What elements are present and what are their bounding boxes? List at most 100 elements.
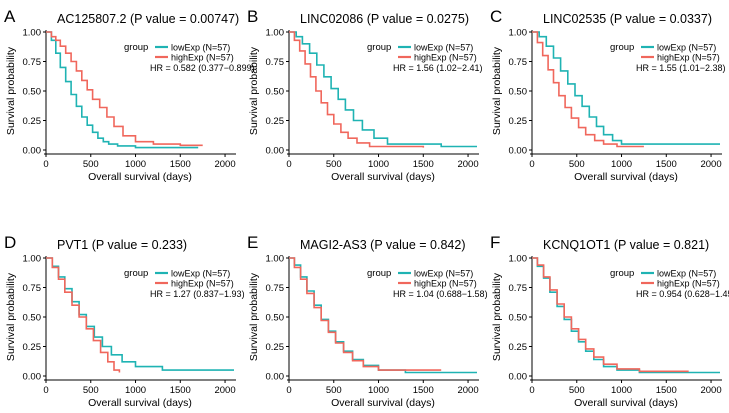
y-tick-label: 0.50 bbox=[266, 313, 285, 324]
y-tick-label: 0.00 bbox=[23, 372, 42, 383]
km-curve-highExp bbox=[46, 257, 121, 373]
panel-letter: D bbox=[4, 233, 16, 252]
gene-name: AC125807.2 bbox=[57, 12, 127, 26]
y-tick-label: 1.00 bbox=[23, 28, 42, 39]
legend-entry-highExp: highExp (N=57) bbox=[414, 279, 477, 289]
x-axis-label: Overall survival (days) bbox=[574, 171, 678, 183]
km-curve-highExp bbox=[289, 31, 425, 148]
y-tick-label: 0.25 bbox=[509, 342, 528, 353]
gene-name: PVT1 bbox=[57, 238, 88, 252]
km-curve-lowExp bbox=[532, 257, 720, 374]
y-axis-label: Survival probability bbox=[491, 272, 503, 361]
hazard-ratio: HR = 1.55 (1.01−2.38) bbox=[636, 63, 726, 73]
legend-entry-highExp: highExp (N=57) bbox=[657, 53, 720, 63]
legend-title: group bbox=[367, 42, 391, 53]
x-tick-label: 1000 bbox=[368, 385, 389, 396]
x-tick-label: 2000 bbox=[214, 159, 235, 170]
km-panel-b: B LINC02086 (P value = 0.0275) 0.00 0.25 0.5… bbox=[247, 7, 483, 183]
legend-entry-lowExp: lowExp (N=57) bbox=[414, 269, 473, 279]
legend-entry-lowExp: lowExp (N=57) bbox=[414, 43, 473, 53]
legend-entry-lowExp: lowExp (N=57) bbox=[171, 43, 230, 53]
x-tick-label: 0 bbox=[529, 385, 534, 396]
legend-entry-highExp: highExp (N=57) bbox=[171, 279, 234, 289]
km-curve-lowExp bbox=[289, 257, 477, 374]
y-tick-label: 0.00 bbox=[23, 146, 42, 157]
p-value: (P value = 0.821) bbox=[610, 238, 709, 252]
panel-title: AC125807.2 (P value = 0.00747) bbox=[57, 12, 239, 26]
y-tick-label: 0.00 bbox=[266, 372, 285, 383]
y-tick-label: 0.50 bbox=[509, 313, 528, 324]
x-tick-label: 2000 bbox=[214, 385, 235, 396]
p-value: (P value = 0.0275) bbox=[363, 12, 469, 26]
x-tick-label: 1500 bbox=[656, 385, 677, 396]
y-tick-label: 0.75 bbox=[23, 283, 42, 294]
km-panel-e: E MAGI2-AS3 (P value = 0.842) 0.00 0.25 0.50… bbox=[247, 233, 488, 409]
legend-title: group bbox=[367, 268, 391, 279]
x-axis-label: Overall survival (days) bbox=[574, 397, 678, 409]
legend-entry-highExp: highExp (N=57) bbox=[171, 53, 234, 63]
legend-entry-lowExp: lowExp (N=57) bbox=[657, 43, 716, 53]
x-tick-label: 500 bbox=[326, 159, 342, 170]
x-tick-label: 1000 bbox=[611, 159, 632, 170]
x-tick-label: 500 bbox=[569, 159, 585, 170]
y-axis-label: Survival probability bbox=[248, 272, 260, 361]
legend-entry-lowExp: lowExp (N=57) bbox=[171, 269, 230, 279]
panel-title: MAGI2-AS3 (P value = 0.842) bbox=[300, 238, 465, 252]
x-tick-label: 1500 bbox=[413, 159, 434, 170]
y-tick-label: 0.75 bbox=[266, 283, 285, 294]
x-tick-label: 1500 bbox=[656, 159, 677, 170]
y-tick-label: 0.25 bbox=[23, 116, 42, 127]
y-tick-label: 0.00 bbox=[509, 146, 528, 157]
x-tick-label: 1500 bbox=[170, 385, 191, 396]
x-axis-label: Overall survival (days) bbox=[88, 397, 192, 409]
x-tick-label: 500 bbox=[569, 385, 585, 396]
km-curve-highExp bbox=[532, 257, 689, 373]
y-tick-label: 0.00 bbox=[509, 372, 528, 383]
km-curve-lowExp bbox=[46, 31, 199, 149]
y-tick-label: 0.25 bbox=[23, 342, 42, 353]
y-tick-label: 1.00 bbox=[266, 28, 285, 39]
gene-name: MAGI2-AS3 bbox=[300, 238, 367, 252]
x-tick-label: 1000 bbox=[125, 385, 146, 396]
hazard-ratio: HR = 1.56 (1.02−2.41) bbox=[393, 63, 483, 73]
x-axis-label: Overall survival (days) bbox=[331, 171, 435, 183]
y-tick-label: 0.50 bbox=[266, 87, 285, 98]
x-tick-label: 2000 bbox=[700, 159, 721, 170]
gene-name: LINC02535 bbox=[543, 12, 606, 26]
km-curve-lowExp bbox=[289, 31, 477, 148]
y-tick-label: 0.50 bbox=[23, 87, 42, 98]
y-tick-label: 1.00 bbox=[509, 28, 528, 39]
x-tick-label: 500 bbox=[326, 385, 342, 396]
y-tick-label: 0.75 bbox=[509, 57, 528, 68]
panel-letter: E bbox=[247, 233, 258, 252]
y-tick-label: 1.00 bbox=[509, 254, 528, 265]
p-value: (P value = 0.233) bbox=[88, 238, 187, 252]
panel-title: KCNQ1OT1 (P value = 0.821) bbox=[543, 238, 709, 252]
y-axis-label: Survival probability bbox=[248, 46, 260, 135]
hazard-ratio: HR = 1.04 (0.688−1.58) bbox=[393, 289, 488, 299]
panel-title: LINC02535 (P value = 0.0337) bbox=[543, 12, 712, 26]
p-value: (P value = 0.0337) bbox=[606, 12, 712, 26]
y-axis-label: Survival probability bbox=[5, 46, 17, 135]
legend-entry-highExp: highExp (N=57) bbox=[657, 279, 720, 289]
panel-title: PVT1 (P value = 0.233) bbox=[57, 238, 187, 252]
km-curve-lowExp bbox=[532, 31, 720, 145]
legend-entry-highExp: highExp (N=57) bbox=[414, 53, 477, 63]
legend-title: group bbox=[124, 268, 148, 279]
x-tick-label: 0 bbox=[529, 159, 534, 170]
km-curve-highExp bbox=[46, 31, 203, 147]
x-axis-label: Overall survival (days) bbox=[88, 171, 192, 183]
hazard-ratio: HR = 0.582 (0.377−0.899) bbox=[150, 63, 255, 73]
legend-title: group bbox=[610, 42, 634, 53]
km-curve-lowExp bbox=[46, 257, 234, 371]
y-tick-label: 0.75 bbox=[23, 57, 42, 68]
legend-title: group bbox=[610, 268, 634, 279]
x-tick-label: 1500 bbox=[413, 385, 434, 396]
km-panel-a: A AC125807.2 (P value = 0.00747) 0.00 0.25 0… bbox=[4, 7, 255, 183]
x-tick-label: 1000 bbox=[125, 159, 146, 170]
y-tick-label: 0.75 bbox=[509, 283, 528, 294]
panel-letter: F bbox=[490, 233, 500, 252]
panel-title: LINC02086 (P value = 0.0275) bbox=[300, 12, 469, 26]
legend-entry-lowExp: lowExp (N=57) bbox=[657, 269, 716, 279]
p-value: (P value = 0.842) bbox=[367, 238, 466, 252]
